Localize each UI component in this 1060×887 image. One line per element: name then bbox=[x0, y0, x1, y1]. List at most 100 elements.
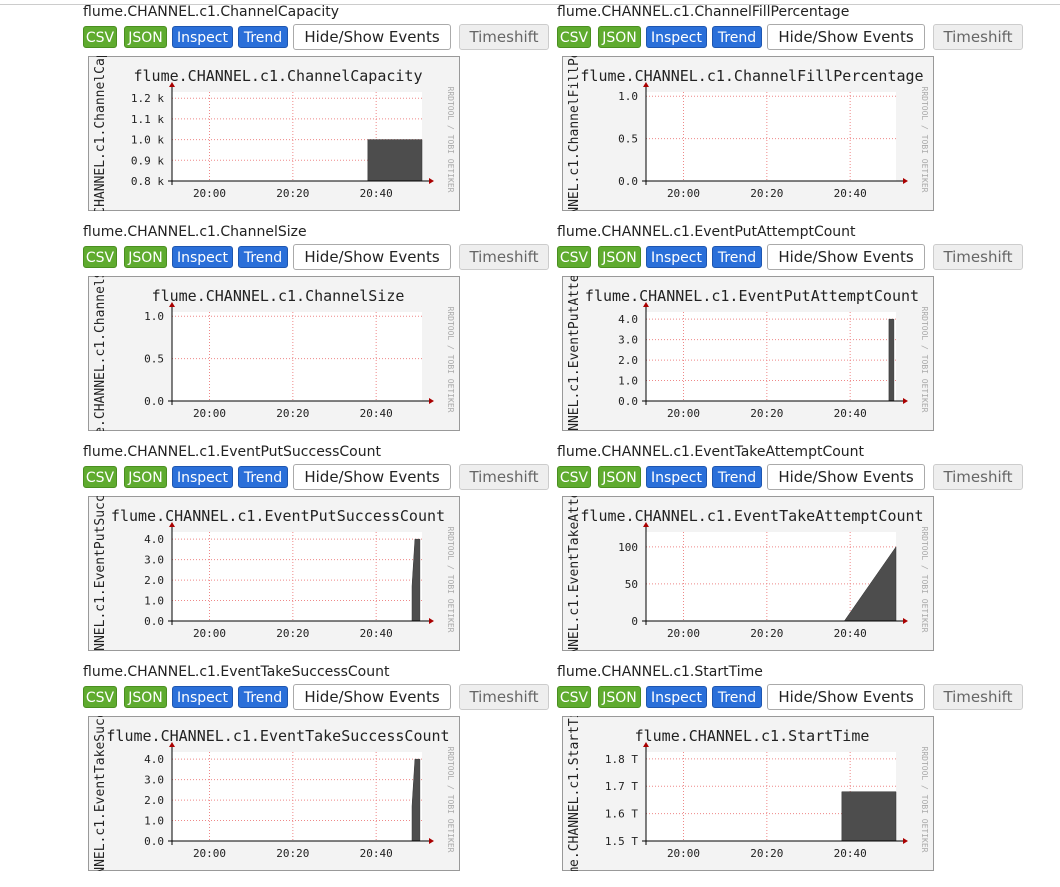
panel-title: flume.CHANNEL.c1.EventPutSuccessCount bbox=[83, 444, 381, 460]
button[interactable]: Timeshift bbox=[933, 684, 1023, 710]
button[interactable]: JSON bbox=[598, 686, 641, 708]
button[interactable]: Trend bbox=[238, 686, 288, 708]
button[interactable]: Timeshift bbox=[459, 244, 549, 270]
button[interactable]: Inspect bbox=[646, 246, 707, 268]
panel: flume.CHANNEL.c1.EventTakeSuccessCount CS… bbox=[83, 664, 553, 879]
watermark: RRDTOOL / TOBI OETIKER bbox=[920, 87, 929, 193]
y-tick-label: 0.0 bbox=[144, 835, 164, 848]
button[interactable]: Hide/Show Events bbox=[767, 244, 925, 270]
x-tick-label: 20:20 bbox=[750, 847, 783, 860]
x-tick-label: 20:00 bbox=[193, 187, 226, 200]
button[interactable]: JSON bbox=[124, 686, 167, 708]
graph: 0.0 1.0 2.0 3.0 4.0 20:00 20:20 20:40 flume.CHAN… bbox=[88, 716, 460, 871]
button[interactable]: Hide/Show Events bbox=[293, 464, 451, 490]
y-tick-label: 4.0 bbox=[144, 753, 164, 766]
button[interactable]: Timeshift bbox=[933, 464, 1023, 490]
arrow bbox=[429, 178, 434, 184]
y-tick-label: 1.6 T bbox=[605, 808, 638, 821]
button[interactable]: Hide/Show Events bbox=[767, 464, 925, 490]
button[interactable]: Trend bbox=[238, 246, 288, 268]
arrow bbox=[903, 838, 908, 844]
arrow bbox=[429, 618, 434, 624]
button[interactable]: Timeshift bbox=[459, 464, 549, 490]
button[interactable]: Timeshift bbox=[459, 24, 549, 50]
x-tick-label: 20:40 bbox=[834, 407, 867, 420]
x-tick-label: 20:40 bbox=[834, 627, 867, 640]
button[interactable]: Timeshift bbox=[933, 24, 1023, 50]
y-tick-label: 2.0 bbox=[144, 794, 164, 807]
button[interactable]: Hide/Show Events bbox=[293, 244, 451, 270]
button[interactable]: Trend bbox=[712, 246, 762, 268]
button[interactable]: CSV bbox=[557, 466, 591, 488]
button[interactable]: Inspect bbox=[172, 686, 233, 708]
button[interactable]: Trend bbox=[238, 466, 288, 488]
y-tick-label: 4.0 bbox=[618, 313, 638, 326]
y-axis-label: flume.CHANNEL.c1.EventTakeAttemptCount bbox=[567, 496, 582, 651]
arrow bbox=[903, 178, 908, 184]
button[interactable]: Hide/Show Events bbox=[293, 684, 451, 710]
button[interactable]: Inspect bbox=[172, 246, 233, 268]
arrow bbox=[643, 522, 649, 527]
area bbox=[367, 139, 423, 182]
watermark: RRDTOOL / TOBI OETIKER bbox=[446, 527, 455, 633]
button[interactable]: Trend bbox=[712, 466, 762, 488]
button[interactable]: Trend bbox=[238, 26, 288, 48]
y-axis-label: flume.CHANNEL.c1.EventTakeSuccessCount bbox=[93, 716, 108, 871]
panel-title: flume.CHANNEL.c1.EventTakeSuccessCount bbox=[83, 664, 390, 680]
y-tick-label: 1.5 T bbox=[605, 835, 638, 848]
watermark: RRDTOOL / TOBI OETIKER bbox=[920, 307, 929, 413]
x-tick-label: 20:20 bbox=[750, 627, 783, 640]
button[interactable]: Inspect bbox=[172, 466, 233, 488]
graph: 0.0 0.5 1.0 20:00 20:20 20:40 flume.CHANNEL.c1… bbox=[562, 56, 934, 211]
y-tick-label: 0.5 bbox=[144, 353, 164, 366]
button[interactable]: Inspect bbox=[646, 26, 707, 48]
button[interactable]: JSON bbox=[598, 26, 641, 48]
button[interactable]: Timeshift bbox=[459, 684, 549, 710]
x-tick-label: 20:40 bbox=[834, 847, 867, 860]
button[interactable]: Timeshift bbox=[933, 244, 1023, 270]
button[interactable]: JSON bbox=[598, 246, 641, 268]
button[interactable]: Hide/Show Events bbox=[293, 24, 451, 50]
button[interactable]: CSV bbox=[83, 466, 117, 488]
plot-bg bbox=[646, 92, 896, 181]
button[interactable]: CSV bbox=[83, 246, 117, 268]
x-tick-label: 20:40 bbox=[360, 627, 393, 640]
button[interactable]: Inspect bbox=[646, 686, 707, 708]
button[interactable]: Hide/Show Events bbox=[767, 684, 925, 710]
button[interactable]: Inspect bbox=[646, 466, 707, 488]
button[interactable]: CSV bbox=[83, 686, 117, 708]
graph: 1.5 T 1.6 T 1.7 T 1.8 T 20:00 20:20 20:40 flume… bbox=[562, 716, 934, 871]
x-tick-label: 20:40 bbox=[360, 187, 393, 200]
x-tick-label: 20:00 bbox=[667, 847, 700, 860]
panel: flume.CHANNEL.c1.ChannelCapacity CSV JSON I… bbox=[83, 4, 553, 219]
arrow bbox=[169, 742, 175, 747]
button[interactable]: Trend bbox=[712, 686, 762, 708]
button[interactable]: CSV bbox=[557, 686, 591, 708]
y-tick-label: 3.0 bbox=[618, 334, 638, 347]
button[interactable]: JSON bbox=[124, 466, 167, 488]
x-tick-label: 20:20 bbox=[276, 627, 309, 640]
button[interactable]: Trend bbox=[712, 26, 762, 48]
arrow bbox=[643, 302, 649, 307]
panel: flume.CHANNEL.c1.EventPutAttemptCount CSV… bbox=[557, 224, 1027, 439]
graph-title: flume.CHANNEL.c1.EventPutSuccessCount bbox=[111, 507, 445, 525]
graph-title: flume.CHANNEL.c1.ChannelFillPercentage bbox=[580, 67, 923, 85]
y-tick-label: 1.0 bbox=[144, 595, 164, 608]
button[interactable]: Inspect bbox=[172, 26, 233, 48]
area bbox=[841, 791, 897, 842]
button[interactable]: CSV bbox=[83, 26, 117, 48]
button[interactable]: CSV bbox=[557, 246, 591, 268]
graph-title: flume.CHANNEL.c1.ChannelCapacity bbox=[134, 67, 423, 85]
button[interactable]: CSV bbox=[557, 26, 591, 48]
button[interactable]: JSON bbox=[124, 246, 167, 268]
panel: flume.CHANNEL.c1.ChannelFillPercentage CS… bbox=[557, 4, 1027, 219]
panel: flume.CHANNEL.c1.StartTime CSV JSON Inspect… bbox=[557, 664, 1027, 879]
plot-bg bbox=[172, 312, 422, 401]
y-axis-label: flume.CHANNEL.c1.EventPutAttemptCount bbox=[567, 276, 582, 431]
panel-title: flume.CHANNEL.c1.EventTakeAttemptCount bbox=[557, 444, 865, 460]
y-tick-label: 0.9 k bbox=[131, 154, 164, 167]
button[interactable]: JSON bbox=[124, 26, 167, 48]
button[interactable]: Hide/Show Events bbox=[767, 24, 925, 50]
button[interactable]: JSON bbox=[598, 466, 641, 488]
arrow bbox=[429, 838, 434, 844]
